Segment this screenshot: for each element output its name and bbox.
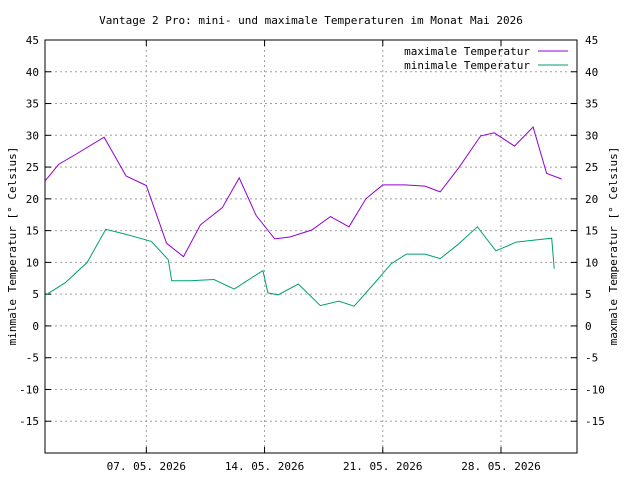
y-tick-label-right: 10 [585,256,598,269]
y-tick-label-right: 0 [585,320,592,333]
y-tick-label-left: -10 [19,383,39,396]
x-tick-label: 07. 05. 2026 [107,460,186,473]
x-tick-label: 21. 05. 2026 [343,460,422,473]
y-tick-label-left: 30 [26,129,39,142]
y-tick-label-right: 40 [585,66,598,79]
y-tick-label-right: -15 [585,415,605,428]
legend-label: maximale Temperatur [404,45,530,58]
y-tick-label-right: 35 [585,98,598,111]
y-tick-label-right: 15 [585,225,598,238]
series-line-min [44,226,555,307]
y-tick-label-right: -5 [585,352,598,365]
x-tick-label: 28. 05. 2026 [461,460,540,473]
y-tick-label-right: 45 [585,34,598,47]
y-tick-label-left: 20 [26,193,39,206]
y-tick-label-left: 40 [26,66,39,79]
y-tick-label-right: 5 [585,288,592,301]
series-line-max [44,126,562,258]
y-tick-label-left: 15 [26,225,39,238]
plot-frame [44,39,578,454]
y-tick-label-left: 45 [26,34,39,47]
y-axis-label-left: minmale Temperatur [° Celsius] [6,147,19,346]
chart-title: Vantage 2 Pro: mini- und maximale Temper… [99,14,523,27]
y-tick-label-left: 25 [26,161,39,174]
y-tick-label-left: 35 [26,98,39,111]
y-tick-label-right: 25 [585,161,598,174]
x-tick-label: 14. 05. 2026 [225,460,304,473]
y-tick-label-right: 30 [585,129,598,142]
y-tick-label-right: -10 [585,383,605,396]
y-axis-label-right: maxmale Temperatur [° Celsius] [607,147,620,346]
y-tick-label-left: -5 [26,352,39,365]
y-tick-label-left: -15 [19,415,39,428]
y-tick-label-left: 10 [26,256,39,269]
legend-label: minimale Temperatur [404,59,530,72]
y-tick-label-left: 5 [32,288,39,301]
y-tick-label-right: 20 [585,193,598,206]
y-tick-label-left: 0 [32,320,39,333]
